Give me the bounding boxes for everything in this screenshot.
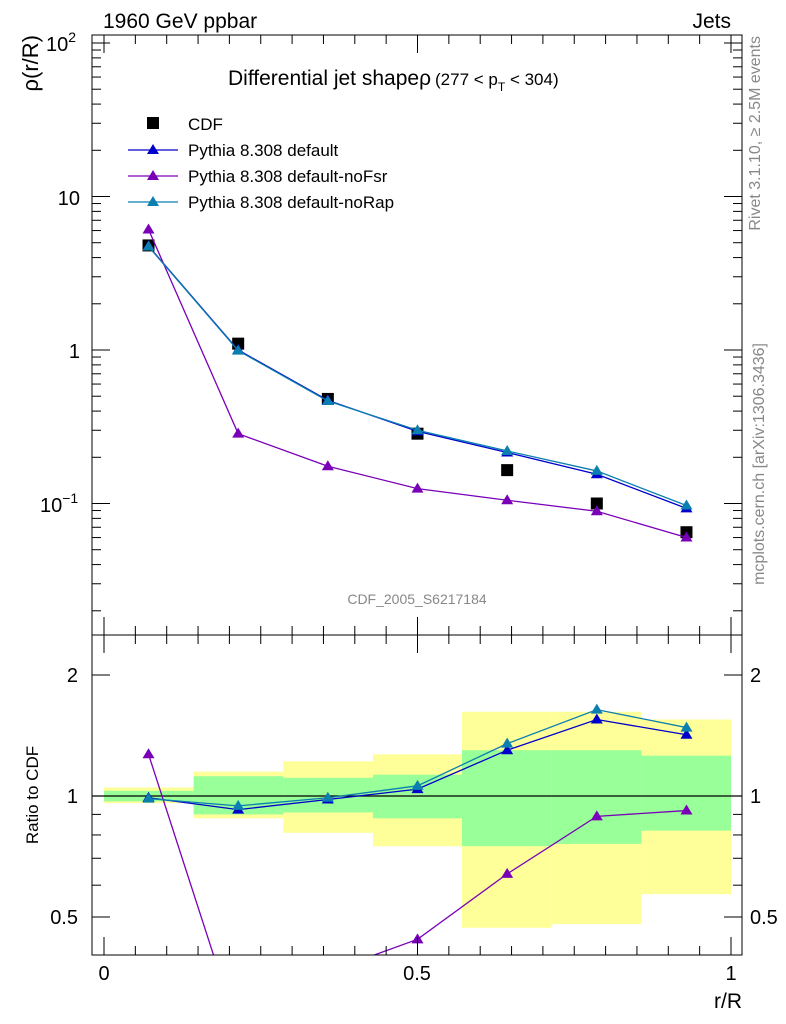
analysis-tag: CDF_2005_S6217184 [347, 591, 487, 607]
main-marker-nofsr-1 [232, 427, 245, 438]
ratio-ytick-right-2: 2 [750, 665, 761, 687]
x-axis-label: r/R [714, 990, 742, 1013]
header-right-label: Jets [692, 10, 731, 33]
xtick-label-0.5: 0.5 [403, 963, 431, 985]
ytick-label-0.1: 10−1 [40, 490, 78, 517]
main-marker-norap-2 [321, 395, 334, 406]
ratio-uncertainty-bands [104, 711, 731, 928]
main-point-cdf-5 [590, 497, 603, 510]
main-marker-norap-4 [501, 444, 514, 455]
main-marker-nofsr-6 [680, 531, 693, 542]
ratio-band-green-5 [551, 750, 642, 844]
legend: CDF Pythia 8.308 default Pythia 8.308 de… [128, 115, 394, 212]
ratio-marker-norap-1 [232, 799, 245, 810]
main-marker-nofsr-4 [501, 494, 514, 505]
ratio-marker-norap-3 [411, 779, 424, 790]
ratio-marker-nofsr-6 [680, 804, 693, 815]
ratio-marker-nofsr-2 [322, 966, 334, 976]
ratio-marker-norap-5 [590, 703, 603, 714]
legend-marker-cdf [147, 117, 159, 129]
ratio-ytick-left-1: 1 [67, 786, 78, 808]
legend-label-default: Pythia 8.308 default [188, 141, 339, 160]
main-line-default [148, 245, 687, 509]
main-marker-nofsr-2 [321, 460, 334, 471]
legend-label-nofsr: Pythia 8.308 default-noFsr [188, 167, 388, 186]
main-y-axis-label: ρ(r/R) [18, 35, 43, 92]
xtick-label-1: 1 [725, 963, 736, 985]
ytick-label-10: 10 [58, 188, 80, 210]
ytick-label-1: 1 [69, 341, 80, 363]
ratio-y-axis-label: Ratio to CDF [23, 746, 42, 844]
ratio-marker-default-5 [590, 713, 603, 724]
ratio-band-green-4 [462, 750, 552, 847]
ytick-label-100: 102 [46, 29, 76, 56]
ratio-marker-default-4 [501, 744, 514, 755]
main-line-norap [148, 246, 687, 507]
ratio-marker-default-6 [680, 728, 693, 739]
ratio-marker-nofsr-0 [142, 748, 155, 759]
legend-marker-default [147, 144, 159, 154]
ratio-band-green-6 [641, 755, 731, 831]
ratio-marker-norap-6 [680, 721, 693, 732]
main-marker-norap-3 [411, 424, 424, 435]
ratio-plot-ticks [92, 635, 742, 955]
header-left-label: 1960 GeV ppbar [103, 10, 257, 33]
main-marker-nofsr-5 [590, 505, 603, 516]
main-point-cdf-4 [501, 464, 514, 477]
plot-title: Differential jet shapeρ (277 < pT < 304) [228, 67, 559, 94]
main-marker-norap-1 [232, 344, 245, 355]
ratio-marker-nofsr-5 [590, 810, 603, 821]
ratio-ytick-right-1: 1 [750, 786, 761, 808]
xtick-label-0: 0 [98, 963, 109, 985]
rivet-version-label: Rivet 3.1.10, ≥ 2.5M events [747, 36, 764, 231]
ratio-ytick-left-2: 2 [67, 665, 78, 687]
main-plot-ticks [92, 35, 742, 635]
legend-marker-norap [147, 196, 159, 206]
main-marker-norap-6 [680, 499, 693, 510]
mcplots-label: mcplots.cern.ch [arXiv:1306.3436] [751, 343, 768, 585]
ratio-marker-norap-4 [501, 737, 514, 748]
main-marker-norap-5 [590, 464, 603, 475]
main-marker-norap-0 [142, 240, 155, 251]
ratio-ytick-left-0.5: 0.5 [50, 907, 78, 929]
legend-label-cdf: CDF [188, 115, 223, 134]
legend-marker-nofsr [147, 170, 159, 180]
ratio-marker-nofsr-4 [501, 867, 514, 878]
ratio-ytick-right-0.5: 0.5 [750, 907, 778, 929]
main-plot-series [142, 223, 693, 542]
legend-label-norap: Pythia 8.308 default-noRap [188, 193, 394, 212]
ratio-marker-norap-0 [142, 792, 155, 803]
ratio-marker-norap-2 [321, 791, 334, 802]
main-marker-nofsr-0 [142, 223, 155, 234]
main-marker-nofsr-3 [411, 482, 424, 493]
